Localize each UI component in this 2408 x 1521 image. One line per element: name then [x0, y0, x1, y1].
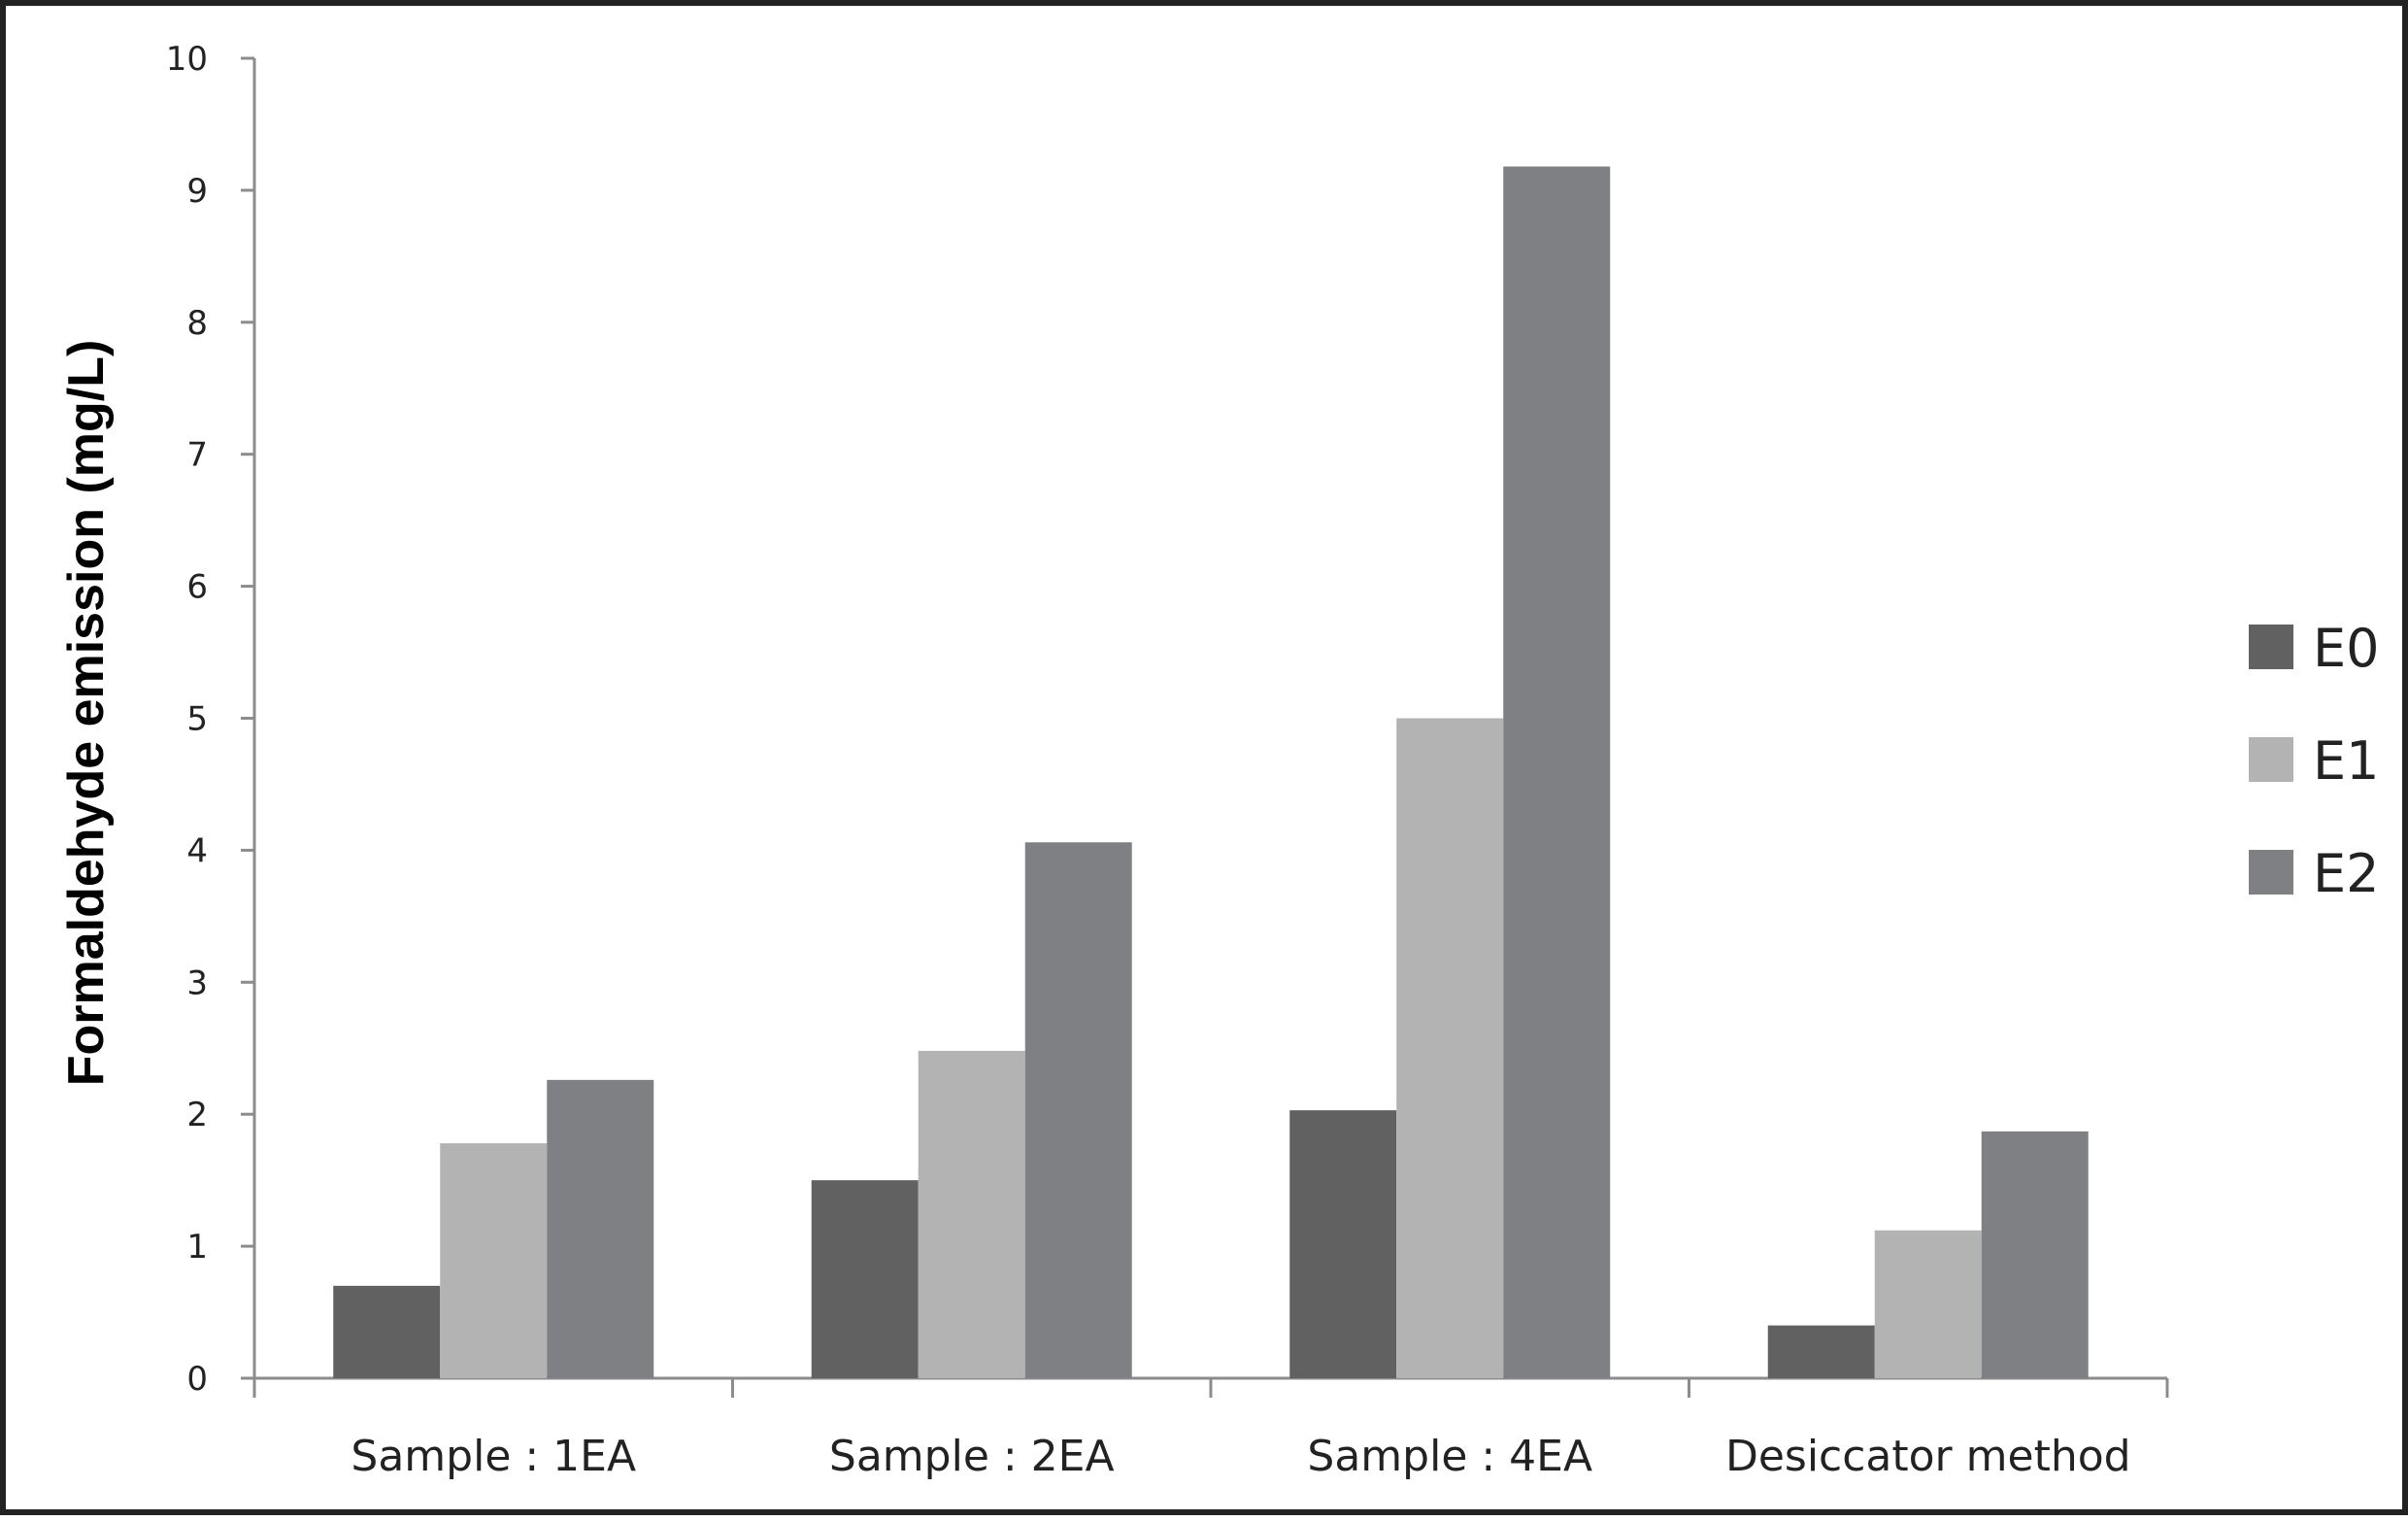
bar-e2: [547, 1079, 654, 1378]
y-tick-label: 4: [186, 831, 208, 870]
legend-swatch-e2: [2249, 850, 2293, 895]
bars: [333, 166, 2089, 1379]
y-tick-label: 8: [186, 304, 208, 343]
y-tick-label: 5: [186, 700, 208, 739]
y-tick-labels: 0 1 2 3 4 5 6 7 8 9 10: [166, 40, 208, 1399]
bar-e1: [918, 1050, 1025, 1378]
y-tick-label: 3: [186, 963, 208, 1002]
legend-label-e2: E2: [2313, 843, 2379, 904]
legend: E0 E1 E2: [2249, 618, 2379, 904]
y-tick-label: 2: [186, 1096, 208, 1134]
legend-swatch-e0: [2249, 625, 2293, 669]
bar-e1: [440, 1143, 548, 1378]
y-tick-label: 9: [186, 172, 208, 211]
bar-e0: [811, 1180, 919, 1378]
x-category-label: Sample : 1EA: [351, 1432, 636, 1481]
bar-e2: [1503, 166, 1611, 1379]
legend-swatch-e1: [2249, 737, 2293, 782]
x-category-label: Sample : 2EA: [829, 1432, 1115, 1481]
bar-e1: [1396, 718, 1504, 1378]
x-category-label: Sample : 4EA: [1307, 1432, 1592, 1481]
y-axis-label: Formaldehyde emission (mg/L): [58, 340, 115, 1087]
legend-label-e0: E0: [2313, 618, 2379, 679]
y-tick-label: 1: [186, 1228, 208, 1267]
bar-e1: [1874, 1230, 1982, 1378]
legend-label-e1: E1: [2313, 730, 2379, 792]
y-tick-label: 10: [166, 40, 208, 79]
x-category-label: Desiccator method: [1725, 1432, 2131, 1481]
bar-e0: [1289, 1110, 1397, 1378]
bar-e2: [1024, 842, 1132, 1378]
bar-e0: [1767, 1325, 1875, 1378]
y-tick-label: 0: [186, 1360, 208, 1399]
y-tick-label: 7: [186, 436, 208, 475]
y-tick-label: 6: [186, 568, 208, 607]
x-category-labels: Sample : 1EA Sample : 2EA Sample : 4EA Desi…: [351, 1432, 2130, 1481]
bar-e0: [333, 1285, 441, 1378]
bar-e2: [1981, 1131, 2089, 1378]
